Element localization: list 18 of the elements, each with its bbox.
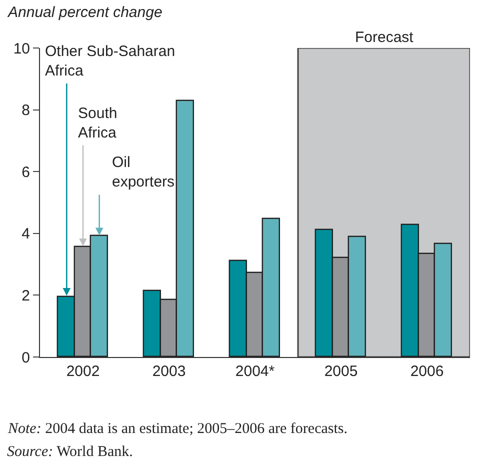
y-tick-label: 10 xyxy=(13,40,30,58)
y-tick-label: 0 xyxy=(22,349,30,366)
y-tick-label: 6 xyxy=(22,164,30,181)
y-tick-label: 2 xyxy=(22,287,30,304)
text: South Africa xyxy=(78,105,118,142)
x-tick-label: 2002 xyxy=(66,363,100,380)
text: Note: 2004 data is an estimate; 2005–2006 are forecasts. xyxy=(7,421,348,437)
text: Other Sub-Saharan Africa xyxy=(45,43,176,80)
band-label: Forecast xyxy=(355,29,414,46)
y-tick-label: 8 xyxy=(22,102,30,120)
y-axis-title: Annual percent change xyxy=(7,4,162,21)
series-label: Oil exporters xyxy=(112,154,175,190)
source-note: Source: World Bank. xyxy=(7,444,133,460)
x-tick-label: 2006 xyxy=(410,363,444,380)
x-tick-label: 2005 xyxy=(324,363,358,380)
x-tick-label: 2004* xyxy=(235,363,275,380)
x-tick-label: 2003 xyxy=(152,363,186,380)
y-tick-label: 4 xyxy=(22,226,30,243)
